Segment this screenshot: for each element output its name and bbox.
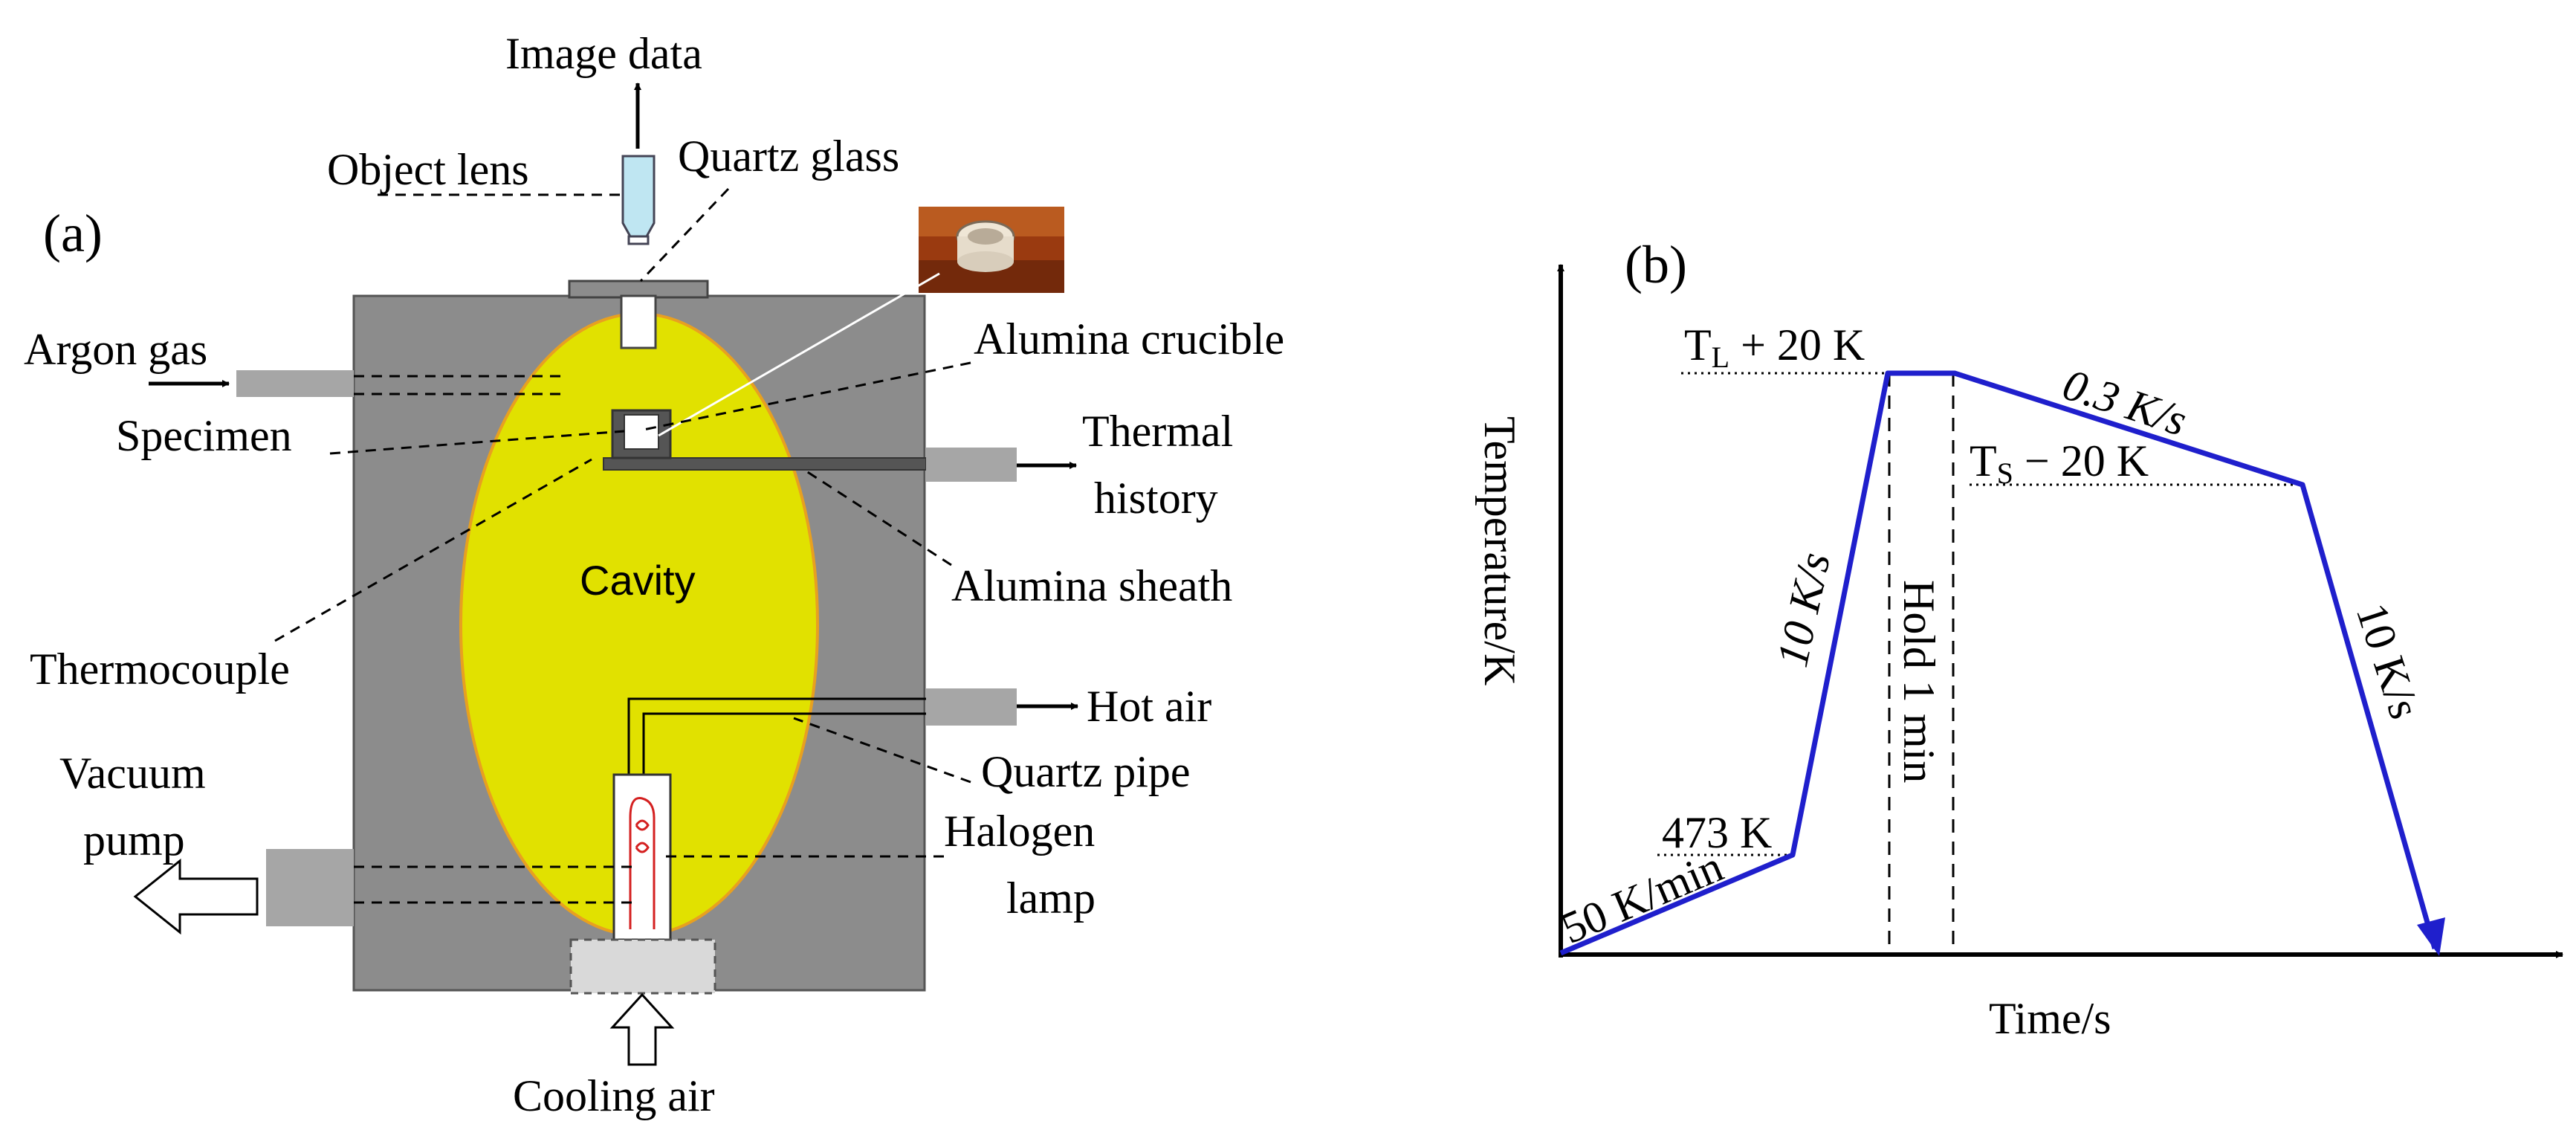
tl-sub: L <box>1712 340 1729 374</box>
y-axis-label: Temperature/K <box>1475 416 1524 685</box>
history-label: history <box>1094 474 1218 523</box>
leader-lines <box>274 187 971 858</box>
tl-annotation: TL + 20 K <box>1684 320 1865 374</box>
argon-gas-pipe <box>236 370 354 397</box>
halogen-label: Halogen <box>944 807 1095 856</box>
vacuum-port <box>266 849 354 926</box>
vacuum-arrow <box>133 858 259 935</box>
ts-main: T <box>1970 436 1997 485</box>
cavity-label: Cavity <box>580 557 696 604</box>
quartz-pipe-outer <box>627 697 926 775</box>
cooling-inlet <box>569 938 716 995</box>
quartz-glass-window <box>620 294 657 349</box>
specimen <box>624 414 659 450</box>
ts-annotation: TS − 20 K <box>1970 436 2149 490</box>
vacuum-label: Vacuum <box>59 749 206 798</box>
tl-rest: + 20 K <box>1729 320 1865 369</box>
rate4-annotation: 10 K/s <box>2347 598 2430 725</box>
k473-annotation: 473 K <box>1662 808 1772 857</box>
ts-sub: S <box>1997 456 2013 490</box>
image-data-label: Image data <box>505 29 702 78</box>
hold-annotation: Hold 1 min <box>1894 580 1944 783</box>
quartz-glass-label: Quartz glass <box>678 132 899 181</box>
hot-air-label: Hot air <box>1087 682 1211 731</box>
argon-gas-label: Argon gas <box>24 325 207 374</box>
thermocouple-label: Thermocouple <box>30 645 290 694</box>
pump-label: pump <box>83 816 185 865</box>
x-axis-label: Time/s <box>1989 994 2111 1043</box>
alumina-crucible-label: Alumina crucible <box>974 314 1284 364</box>
thermal-port <box>926 448 1017 482</box>
panel-b: (b) Temperature/K Time/s TL + 20 K TS − … <box>1475 235 2563 1043</box>
quartz-pipe-inner <box>642 712 926 775</box>
photo-pointer <box>658 272 940 437</box>
rate1-annotation: 50 K/min <box>1554 842 1729 953</box>
alumina-sheath <box>603 457 927 471</box>
rate3-annotation: 0.3 K/s <box>2057 360 2192 445</box>
alumina-sheath-label: Alumina sheath <box>951 561 1232 610</box>
thermal-label: Thermal <box>1082 407 1233 456</box>
rate2-annotation: 10 K/s <box>1767 548 1839 671</box>
panel-a-tag: (a) <box>43 204 103 263</box>
quartz-pipe-label: Quartz pipe <box>981 747 1191 796</box>
ts-rest: − 20 K <box>2013 436 2149 485</box>
object-lens-tip <box>627 235 650 245</box>
hot-air-port <box>926 688 1017 726</box>
profile-arrowhead <box>2417 917 2445 956</box>
object-lens <box>621 155 656 238</box>
tl-main: T <box>1684 320 1712 369</box>
object-lens-label: Object lens <box>327 145 529 194</box>
cooling-air-arrow <box>609 992 675 1066</box>
specimen-label: Specimen <box>116 411 292 460</box>
lamp-filament <box>629 797 656 929</box>
crucible-photo <box>919 207 1064 293</box>
cooling-air-label: Cooling air <box>513 1071 715 1120</box>
panel-b-tag: (b) <box>1625 235 1687 294</box>
lamp-label: lamp <box>1006 874 1096 923</box>
temperature-profile <box>1559 370 2438 956</box>
panel-a: (a) Cavity <box>24 29 1284 1120</box>
